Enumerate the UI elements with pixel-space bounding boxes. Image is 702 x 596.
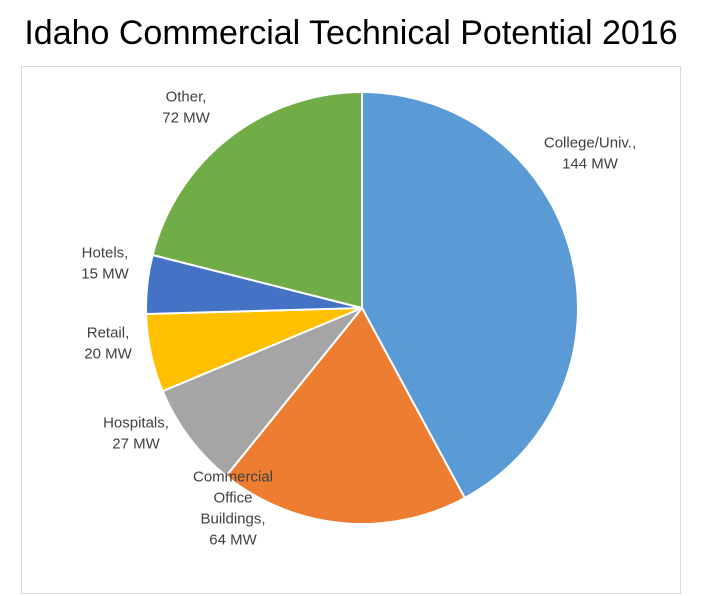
data-label-other: Other, 72 MW <box>162 89 210 127</box>
pie-slice-commercial-office-buildings <box>224 306 467 525</box>
data-label-hotels: Hotels, 15 MW <box>81 245 129 283</box>
chart-frame <box>21 66 681 594</box>
pie-slice-college-univ <box>361 90 579 500</box>
data-label-college-univ: College/Univ., 144 MW <box>544 135 636 173</box>
data-label-commercial-office-buildings: Commercial Office Buildings, 64 MW <box>193 469 273 549</box>
chart-title: Idaho Commercial Technical Potential 201… <box>24 14 678 52</box>
pie-slice-hospitals <box>161 307 363 478</box>
pie-slice-other <box>151 90 363 310</box>
data-label-retail: Retail, 20 MW <box>84 325 132 363</box>
data-label-hospitals: Hospitals, 27 MW <box>103 415 169 453</box>
